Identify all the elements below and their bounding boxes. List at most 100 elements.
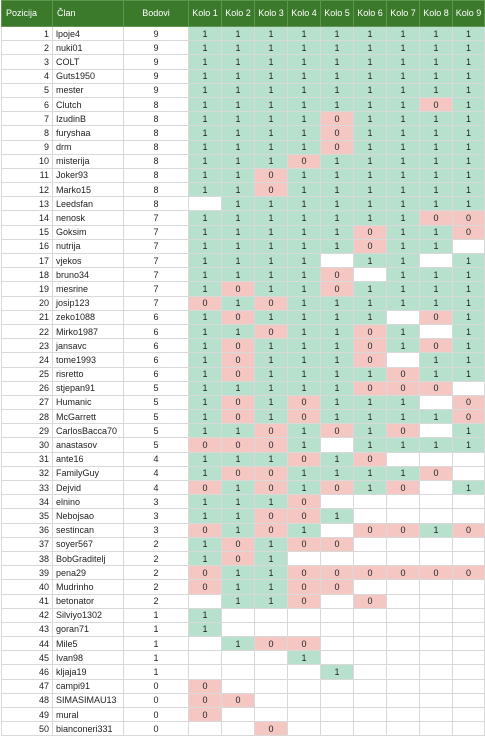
round-2-cell[interactable]: 1 bbox=[221, 579, 255, 595]
round-5-cell[interactable]: 1 bbox=[320, 82, 354, 98]
round-9-cell[interactable] bbox=[452, 593, 485, 609]
member-cell[interactable]: nutrija bbox=[52, 238, 124, 255]
round-2-cell[interactable] bbox=[221, 607, 255, 623]
round-3-cell[interactable] bbox=[254, 692, 288, 709]
round-8-cell[interactable] bbox=[419, 323, 453, 340]
round-3-cell[interactable]: 1 bbox=[254, 82, 288, 98]
member-cell[interactable]: anastasov bbox=[52, 437, 124, 453]
round-1-cell[interactable]: 1 bbox=[188, 380, 222, 396]
round-1-cell[interactable]: 1 bbox=[188, 309, 222, 325]
member-cell[interactable]: jansavc bbox=[52, 338, 124, 354]
round-4-cell[interactable] bbox=[287, 607, 321, 623]
header-round-8[interactable]: Kolo 8 bbox=[419, 0, 453, 27]
round-1-cell[interactable]: 0 bbox=[188, 706, 222, 723]
position-cell[interactable]: 26 bbox=[1, 380, 53, 396]
round-4-cell[interactable]: 1 bbox=[287, 111, 321, 127]
round-9-cell[interactable] bbox=[452, 706, 485, 723]
round-7-cell[interactable]: 1 bbox=[386, 167, 420, 184]
round-2-cell[interactable]: 1 bbox=[221, 423, 255, 439]
position-cell[interactable]: 1 bbox=[1, 25, 53, 42]
round-9-cell[interactable]: 1 bbox=[452, 309, 485, 325]
round-3-cell[interactable]: 1 bbox=[254, 267, 288, 283]
round-5-cell[interactable]: 0 bbox=[320, 579, 354, 595]
round-7-cell[interactable]: 0 bbox=[386, 479, 420, 496]
points-cell[interactable]: 5 bbox=[123, 423, 189, 439]
round-1-cell[interactable]: 1 bbox=[188, 267, 222, 283]
round-4-cell[interactable]: 0 bbox=[287, 409, 321, 425]
round-2-cell[interactable]: 1 bbox=[221, 68, 255, 84]
round-4-cell[interactable] bbox=[287, 706, 321, 723]
round-2-cell[interactable]: 1 bbox=[221, 295, 255, 311]
round-6-cell[interactable] bbox=[353, 636, 387, 652]
member-cell[interactable]: Nebojsao bbox=[52, 508, 124, 524]
round-7-cell[interactable] bbox=[386, 664, 420, 680]
round-7-cell[interactable]: 1 bbox=[386, 82, 420, 98]
round-4-cell[interactable]: 1 bbox=[287, 68, 321, 84]
round-1-cell[interactable]: 1 bbox=[188, 281, 222, 297]
round-6-cell[interactable]: 0 bbox=[353, 224, 387, 240]
round-3-cell[interactable]: 1 bbox=[254, 338, 288, 354]
round-8-cell[interactable] bbox=[419, 550, 453, 567]
round-7-cell[interactable] bbox=[386, 536, 420, 552]
round-7-cell[interactable]: 1 bbox=[386, 437, 420, 453]
round-5-cell[interactable]: 1 bbox=[320, 224, 354, 240]
round-9-cell[interactable]: 1 bbox=[452, 111, 485, 127]
member-cell[interactable]: Goksim bbox=[52, 224, 124, 240]
member-cell[interactable]: mural bbox=[52, 706, 124, 723]
round-2-cell[interactable]: 1 bbox=[221, 522, 255, 538]
round-5-cell[interactable]: 1 bbox=[320, 465, 354, 482]
round-9-cell[interactable] bbox=[452, 636, 485, 652]
round-1-cell[interactable]: 1 bbox=[188, 550, 222, 567]
round-5-cell[interactable]: 1 bbox=[320, 338, 354, 354]
round-3-cell[interactable] bbox=[254, 621, 288, 638]
member-cell[interactable]: Mudrinho bbox=[52, 579, 124, 595]
points-cell[interactable]: 7 bbox=[123, 267, 189, 283]
round-9-cell[interactable]: 0 bbox=[452, 565, 485, 581]
position-cell[interactable]: 15 bbox=[1, 224, 53, 240]
round-8-cell[interactable] bbox=[419, 252, 453, 269]
round-2-cell[interactable]: 1 bbox=[221, 139, 255, 155]
points-cell[interactable]: 4 bbox=[123, 465, 189, 482]
round-4-cell[interactable]: 1 bbox=[287, 465, 321, 482]
round-1-cell[interactable]: 0 bbox=[188, 437, 222, 453]
round-4-cell[interactable]: 1 bbox=[287, 338, 321, 354]
round-2-cell[interactable]: 0 bbox=[221, 692, 255, 709]
round-9-cell[interactable] bbox=[452, 465, 485, 482]
round-7-cell[interactable]: 1 bbox=[386, 196, 420, 212]
round-8-cell[interactable] bbox=[419, 664, 453, 680]
round-4-cell[interactable]: 0 bbox=[287, 394, 321, 411]
round-1-cell[interactable]: 1 bbox=[188, 68, 222, 84]
round-2-cell[interactable]: 1 bbox=[221, 196, 255, 212]
round-1-cell[interactable]: 1 bbox=[188, 465, 222, 482]
points-cell[interactable]: 9 bbox=[123, 68, 189, 84]
round-7-cell[interactable] bbox=[386, 636, 420, 652]
position-cell[interactable]: 43 bbox=[1, 621, 53, 638]
points-cell[interactable]: 6 bbox=[123, 323, 189, 340]
round-7-cell[interactable] bbox=[386, 593, 420, 609]
round-3-cell[interactable]: 0 bbox=[254, 295, 288, 311]
position-cell[interactable]: 7 bbox=[1, 111, 53, 127]
round-6-cell[interactable]: 0 bbox=[353, 451, 387, 467]
round-9-cell[interactable]: 1 bbox=[452, 295, 485, 311]
round-2-cell[interactable]: 1 bbox=[221, 238, 255, 255]
points-cell[interactable]: 4 bbox=[123, 479, 189, 496]
round-3-cell[interactable]: 1 bbox=[254, 309, 288, 325]
member-cell[interactable]: josip123 bbox=[52, 295, 124, 311]
round-7-cell[interactable] bbox=[386, 678, 420, 694]
position-cell[interactable]: 8 bbox=[1, 125, 53, 141]
round-7-cell[interactable]: 1 bbox=[386, 281, 420, 297]
round-9-cell[interactable]: 1 bbox=[452, 125, 485, 141]
round-9-cell[interactable] bbox=[452, 550, 485, 567]
round-3-cell[interactable]: 1 bbox=[254, 238, 288, 255]
round-7-cell[interactable]: 1 bbox=[386, 224, 420, 240]
points-cell[interactable]: 1 bbox=[123, 650, 189, 666]
round-1-cell[interactable]: 1 bbox=[188, 40, 222, 56]
round-3-cell[interactable]: 1 bbox=[254, 550, 288, 567]
round-9-cell[interactable] bbox=[452, 451, 485, 467]
member-cell[interactable]: SIMASIMAU13 bbox=[52, 692, 124, 709]
member-cell[interactable]: pena29 bbox=[52, 565, 124, 581]
round-9-cell[interactable] bbox=[452, 579, 485, 595]
round-5-cell[interactable]: 1 bbox=[320, 54, 354, 70]
round-5-cell[interactable] bbox=[320, 252, 354, 269]
round-4-cell[interactable]: 1 bbox=[287, 125, 321, 141]
